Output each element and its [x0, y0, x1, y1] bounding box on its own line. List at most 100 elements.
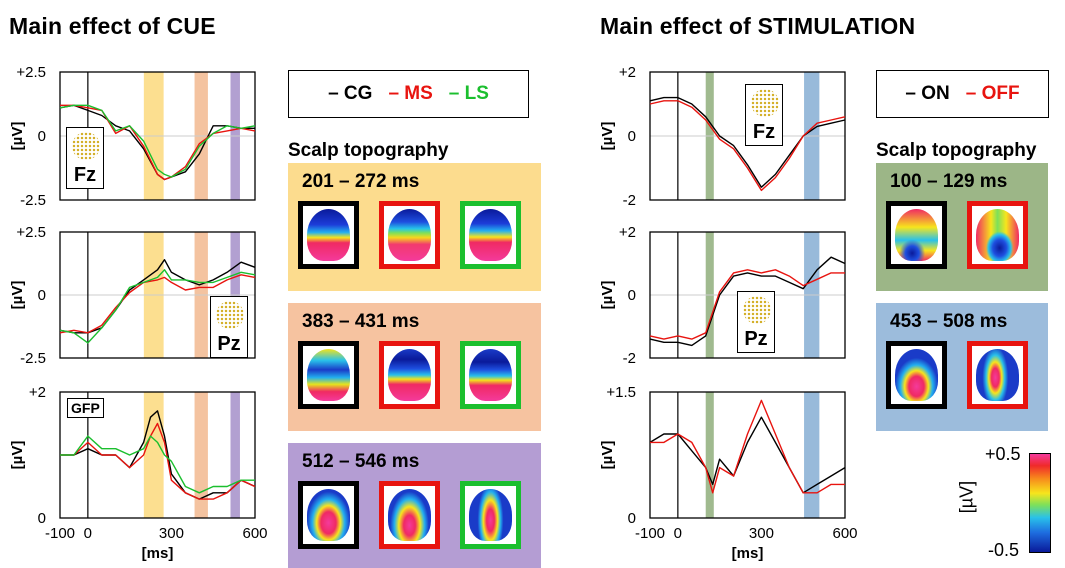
colorbar-max-label: +0.5	[985, 444, 1021, 464]
cue-gfp-band-3	[230, 392, 240, 518]
cue-gfp-xtick-0: -100	[45, 525, 75, 542]
stim-pz-frame	[649, 231, 846, 359]
stim-pz-series-off	[649, 269, 845, 340]
cue-pz-ytick-1: 0	[38, 287, 46, 304]
stim-gfp-series-off	[650, 399, 845, 494]
colorbar	[1029, 453, 1051, 553]
cue-gfp-series-ms	[60, 422, 256, 500]
right-title: Main effect of STIMULATION	[600, 13, 916, 39]
cue-fz-ytick-0: +2.5	[16, 64, 46, 81]
cue-gfp-ylabel: [µV]	[9, 441, 26, 470]
scalp-map-ls-383-431	[469, 349, 512, 401]
legend-entry-on: – ON	[905, 83, 950, 104]
stim-gfp-xtick-3: 600	[832, 525, 857, 542]
cue-pz-ylabel: [µV]	[9, 281, 26, 310]
stim-gfp-ytick-0: +1.5	[606, 384, 636, 401]
cue-pz-series-ms	[59, 274, 256, 334]
stim-gfp-xtick-1: 0	[674, 525, 682, 542]
cue-fz-frame	[59, 71, 256, 201]
stim-fz-ytick-0: +2	[619, 64, 636, 81]
cue-pz-series-cg	[59, 259, 256, 334]
stim-fz-ytick-2: -2	[623, 192, 636, 209]
ms-topo-map	[379, 481, 440, 549]
legend-entry-cg: – CG	[328, 83, 373, 104]
ls-topo-map	[460, 481, 521, 549]
stim-pz-ytick-1: 0	[628, 287, 636, 304]
cue-pz-series-ls	[59, 269, 256, 344]
cue-topo-time-3: 512 – 546 ms	[302, 451, 420, 472]
ms-topo-map	[379, 341, 440, 409]
cue-pz-frame	[59, 231, 256, 359]
stim-topo-panel-2: 453 – 508 ms	[876, 303, 1048, 431]
cue-gfp-xtick-2: 300	[159, 525, 184, 542]
stim-gfp-xtick-0: -100	[635, 525, 665, 542]
cue-gfp-xtick-1: 0	[84, 525, 92, 542]
legend-entry-ms: – MS	[388, 83, 433, 104]
cg-topo-map	[298, 201, 359, 269]
cue-topo-time-2: 383 – 431 ms	[302, 311, 420, 332]
cue-gfp-ytick-0: +2	[29, 384, 46, 401]
stim-fz-label: Fz	[752, 121, 776, 143]
cue-gfp-label: GFP	[67, 398, 104, 418]
cue-fz-ytick-2: -2.5	[20, 192, 46, 209]
electrode-montage-icon	[751, 89, 779, 117]
stim-gfp-ylabel: [µV]	[599, 441, 616, 470]
stim-gfp-xtick-2: 300	[749, 525, 774, 542]
stim-gfp-ytick-1: 0	[628, 510, 636, 527]
cue-topo-panel-2: 383 – 431 ms	[288, 303, 541, 431]
stim-gfp-band-1	[705, 392, 714, 518]
electrode-montage-icon	[216, 301, 244, 329]
cue-topo-panel-1: 201 – 272 ms	[288, 163, 541, 291]
cue-gfp-series-cg	[60, 410, 256, 500]
scalp-map-on-100-129	[895, 209, 938, 261]
scalp-map-ms-383-431	[388, 349, 431, 401]
scalp-map-ls-512-546	[469, 489, 512, 541]
stim-pz-ytick-2: -2	[623, 350, 636, 367]
stim-gfp-series-on	[649, 416, 846, 494]
cue-fz-ytick-1: 0	[38, 128, 46, 145]
stim-fz-series-off	[649, 100, 846, 192]
cue-fz-inset: Fz	[66, 127, 104, 189]
stim-pz-label: Pz	[744, 328, 768, 350]
cue-gfp-ytick-1: 0	[38, 510, 46, 527]
cue-gfp-xlabel: [ms]	[142, 545, 174, 562]
ls-topo-map	[460, 341, 521, 409]
ls-topo-map	[460, 201, 521, 269]
cue-topo-panel-3: 512 – 546 ms	[288, 443, 541, 568]
cue-gfp-xtick-3: 600	[242, 525, 267, 542]
scalp-map-cg-512-546	[307, 489, 350, 541]
stim-topo-panel-1: 100 – 129 ms	[876, 163, 1048, 291]
stimulation-legend: – ON – OFF	[876, 70, 1049, 118]
off-topo-map	[967, 341, 1028, 409]
stim-fz-ylabel: [µV]	[599, 122, 616, 151]
stim-pz-ytick-0: +2	[619, 224, 636, 241]
scalp-map-cg-383-431	[307, 349, 350, 401]
colorbar-unit-label: [µV]	[956, 480, 977, 514]
colorbar-min-label: -0.5	[988, 540, 1020, 560]
cue-fz-series-ls	[59, 104, 256, 178]
scalp-map-on-453-508	[895, 349, 938, 401]
off-topo-map	[967, 201, 1028, 269]
cg-topo-map	[298, 341, 359, 409]
electrode-montage-icon	[72, 132, 100, 160]
cue-pz-ytick-0: +2.5	[16, 224, 46, 241]
cue-pz-label: Pz	[217, 333, 241, 355]
scalp-map-ms-512-546	[388, 489, 431, 541]
stim-scalp-title: Scalp topography	[876, 140, 1037, 161]
cue-fz-series-ms	[60, 104, 256, 181]
cue-gfp-series-ls	[60, 435, 255, 494]
cue-legend: – CG – MS – LS	[288, 70, 529, 118]
scalp-map-off-100-129	[976, 209, 1019, 261]
stim-fz-inset: Fz	[745, 84, 783, 146]
cue-pz-ytick-2: -2.5	[20, 350, 46, 367]
stim-gfp-band-2	[804, 392, 820, 518]
stim-pz-ylabel: [µV]	[599, 281, 616, 310]
cue-scalp-title: Scalp topography	[288, 140, 449, 161]
left-title: Main effect of CUE	[9, 13, 216, 39]
cue-gfp-band-2	[194, 392, 208, 518]
stim-pz-inset: Pz	[737, 291, 775, 353]
cue-topo-time-1: 201 – 272 ms	[302, 171, 420, 192]
on-topo-map	[886, 201, 947, 269]
cue-gfp-band-1	[143, 392, 164, 518]
stim-gfp-xlabel: [ms]	[732, 545, 764, 562]
